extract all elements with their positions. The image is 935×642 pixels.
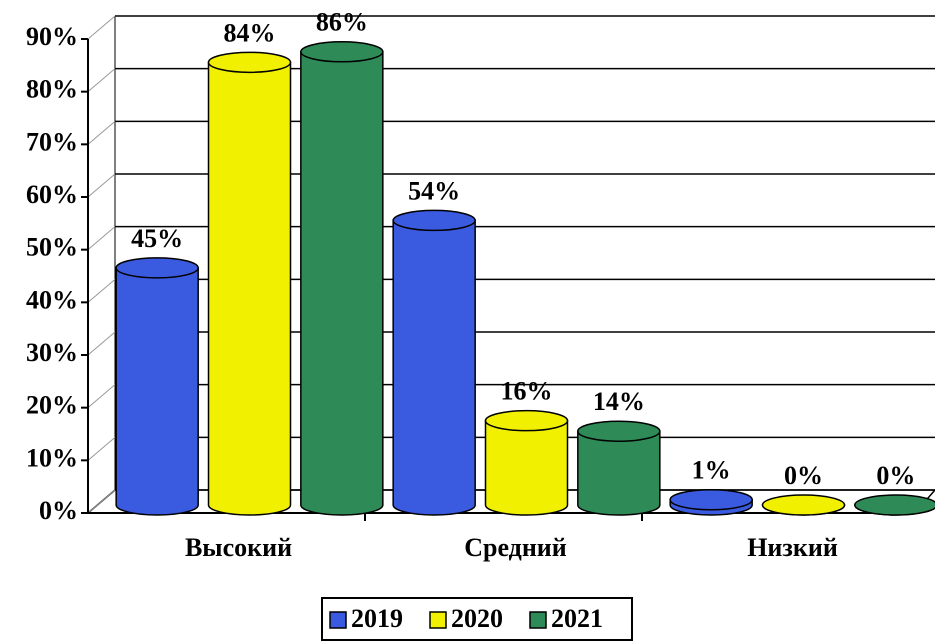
- grid-diagonal: [87, 226, 116, 251]
- grid-diagonal: [87, 489, 116, 514]
- data-label: 0%: [784, 461, 823, 490]
- grid-diagonal: [87, 384, 116, 409]
- legend-label: 2021: [551, 604, 603, 633]
- data-label: 0%: [876, 461, 915, 490]
- bar: [577, 430, 661, 516]
- data-label: 86%: [316, 8, 368, 37]
- legend-swatch: [429, 611, 447, 629]
- y-tick-label: 90%: [26, 22, 78, 51]
- legend-swatch: [529, 611, 547, 629]
- y-tick-label: 0%: [39, 496, 78, 525]
- bar-top: [300, 41, 384, 63]
- bar-top: [669, 488, 753, 511]
- bar: [115, 267, 199, 516]
- data-label: 54%: [408, 176, 460, 205]
- y-tick-label: 20%: [26, 391, 78, 420]
- grid-diagonal: [87, 173, 116, 198]
- bar: [392, 219, 476, 516]
- bar: [300, 51, 384, 516]
- bar: [484, 419, 569, 516]
- data-label: 45%: [131, 224, 183, 253]
- legend-swatch: [329, 611, 347, 629]
- grid-diagonal: [87, 331, 116, 356]
- y-tick-label: 70%: [26, 127, 78, 156]
- y-tick-label: 30%: [26, 338, 78, 367]
- bar: [207, 61, 292, 516]
- x-tick-label: Высокий: [185, 533, 292, 562]
- data-label: 16%: [501, 377, 553, 406]
- grid-diagonal: [87, 436, 116, 461]
- y-tick-label: 40%: [26, 285, 78, 314]
- legend-label: 2020: [451, 604, 503, 633]
- data-label: 14%: [593, 387, 645, 416]
- x-tick-label: Средний: [464, 533, 567, 562]
- y-tick-label: 60%: [26, 180, 78, 209]
- bar-top: [115, 257, 199, 279]
- bar-top: [484, 409, 569, 432]
- bar-top: [854, 494, 935, 516]
- legend-label: 2019: [351, 604, 403, 633]
- grid-diagonal: [87, 120, 116, 145]
- data-label: 84%: [224, 18, 276, 47]
- data-label: 1%: [692, 456, 731, 485]
- bar-top: [207, 51, 292, 74]
- x-tick-label: Низкий: [747, 533, 838, 562]
- bar-top: [761, 494, 846, 516]
- grid-diagonal: [87, 278, 116, 303]
- grid-diagonal: [87, 15, 116, 40]
- y-tick-label: 50%: [26, 233, 78, 262]
- legend: [321, 597, 633, 641]
- bar-top: [577, 420, 661, 442]
- y-tick-label: 10%: [26, 443, 78, 472]
- grid-diagonal: [87, 68, 116, 93]
- bar-top: [392, 209, 476, 232]
- y-tick-label: 80%: [26, 75, 78, 104]
